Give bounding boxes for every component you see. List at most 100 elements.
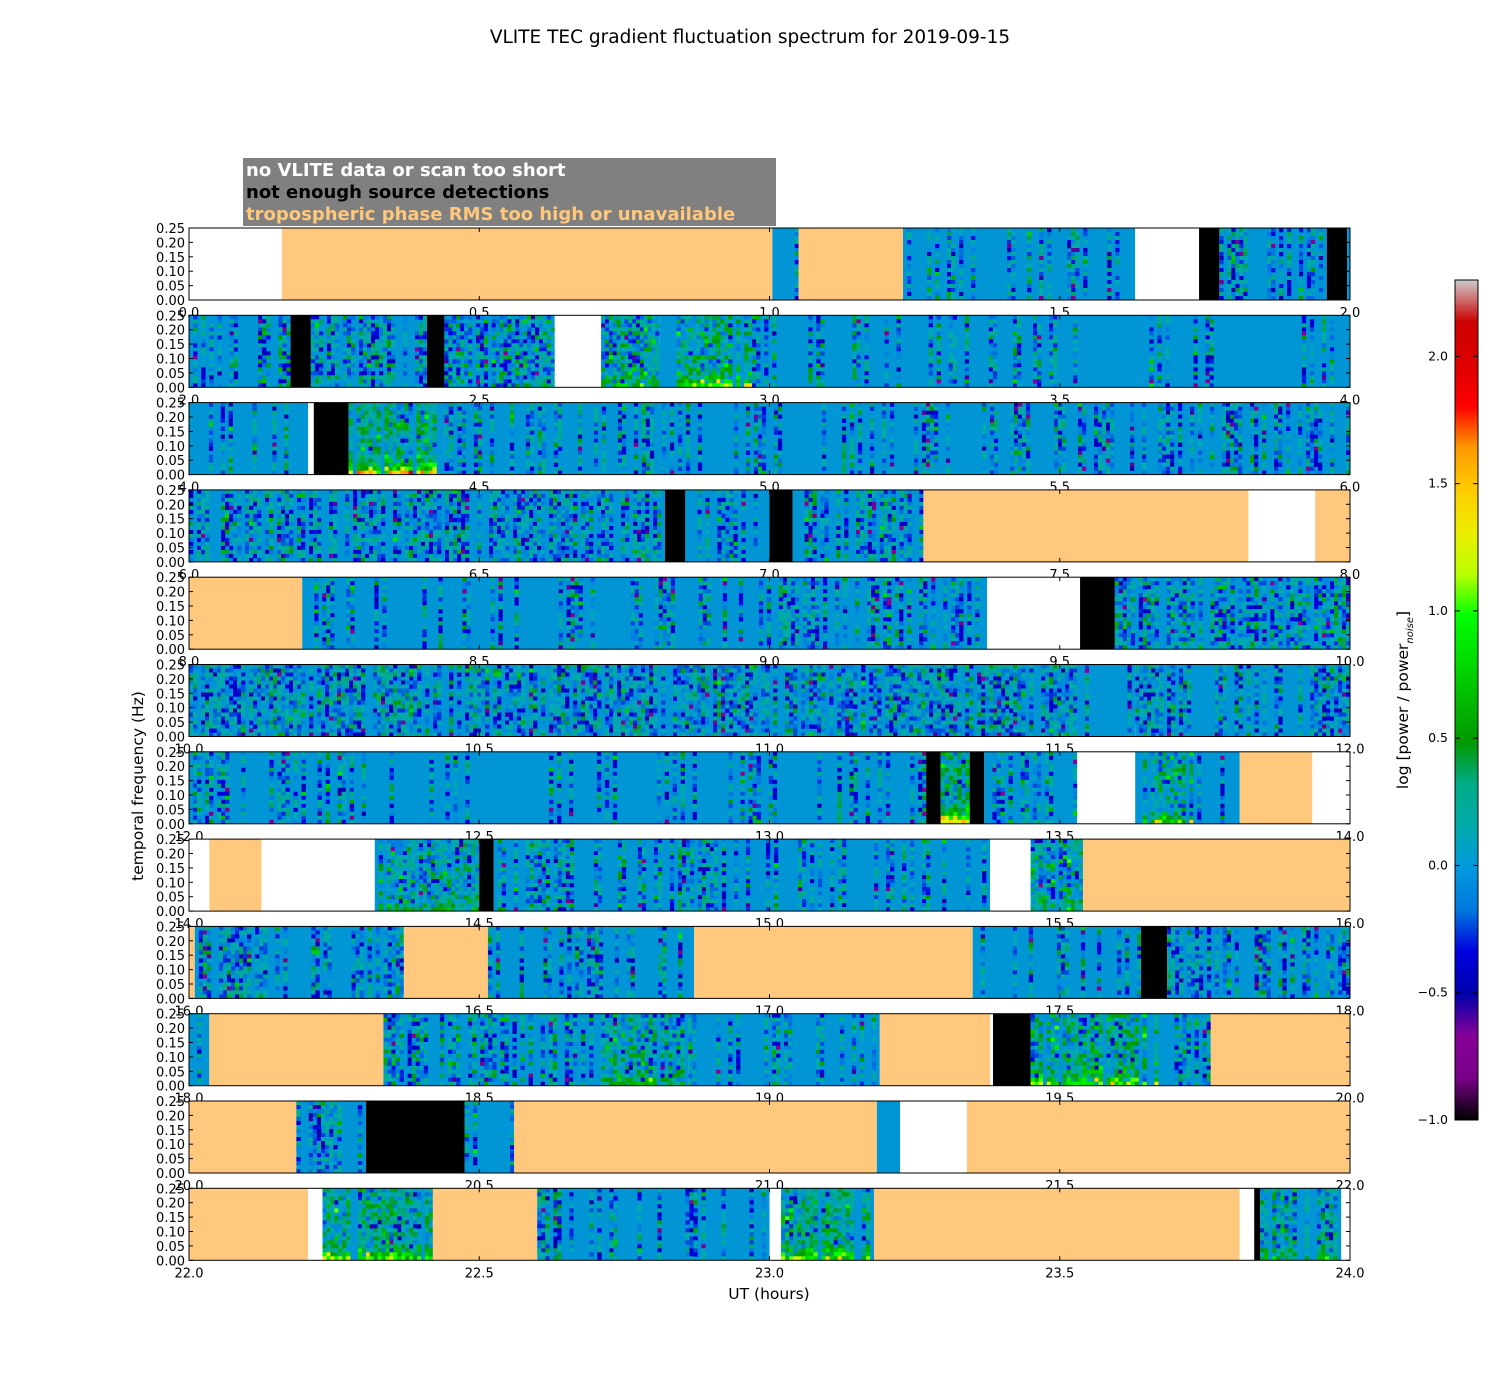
- segment-data: [1077, 664, 1136, 737]
- y-tick-label: 0.25: [156, 920, 185, 935]
- segment-data: [740, 751, 927, 824]
- y-tick-label: 0.05: [156, 803, 185, 818]
- x-tick-label: 23.5: [1045, 1266, 1074, 1281]
- segment-none: [769, 1188, 782, 1261]
- y-tick-label: 0.10: [156, 964, 185, 979]
- y-tick-label: 0.20: [156, 848, 185, 863]
- segment-data: [676, 315, 753, 388]
- segment-none: [308, 1188, 323, 1261]
- segment-data: [1260, 1188, 1342, 1261]
- segment-data: [792, 489, 924, 562]
- segment-black: [366, 1101, 465, 1173]
- segment-data: [772, 228, 799, 300]
- segment-tropo: [966, 1101, 1350, 1173]
- segment-data: [189, 489, 666, 562]
- segment-none: [990, 839, 1031, 912]
- segment-data: [781, 1188, 874, 1261]
- y-tick-label: 0.20: [156, 1109, 185, 1124]
- segment-data: [493, 839, 991, 912]
- segment-tropo: [694, 926, 973, 999]
- segment-data: [302, 577, 988, 650]
- segment-data: [601, 1013, 689, 1086]
- y-tick-label: 0.10: [156, 614, 185, 629]
- segment-black: [1254, 1188, 1261, 1261]
- segment-tropo: [189, 577, 303, 650]
- segment-data: [374, 839, 480, 912]
- segment-data: [383, 1013, 602, 1086]
- segment-data: [1193, 751, 1240, 824]
- segment-data: [189, 402, 309, 475]
- segment-tropo: [403, 926, 488, 999]
- y-tick-label: 0.10: [156, 1138, 185, 1153]
- segment-tropo: [879, 1013, 991, 1086]
- segment-data: [189, 315, 291, 388]
- colorbar-tick-label: −0.5: [1418, 985, 1448, 1000]
- x-tick-label: 24.0: [1336, 1266, 1365, 1281]
- segment-tropo: [281, 228, 773, 300]
- chart-title: VLITE TEC gradient fluctuation spectrum …: [490, 27, 1010, 48]
- segment-data: [1347, 228, 1350, 300]
- x-tick-label: 22.5: [465, 1266, 494, 1281]
- segment-data: [1158, 1013, 1211, 1086]
- y-tick-label: 0.25: [156, 746, 185, 761]
- segment-black: [290, 315, 311, 388]
- y-tick-label: 0.05: [156, 1153, 185, 1168]
- y-axis-label: temporal frequency (Hz): [129, 691, 147, 881]
- segment-data: [1030, 839, 1084, 912]
- y-tick-label: 0.15: [156, 687, 185, 702]
- segment-none: [308, 402, 314, 475]
- panel-row-2: 0.000.050.100.150.200.254.0 4.5 5.0 5.5 6.0: [156, 397, 1360, 496]
- segment-none: [1239, 1188, 1255, 1261]
- segment-none: [189, 839, 210, 912]
- y-tick-label: 0.15: [156, 338, 185, 353]
- segment-tropo: [209, 839, 262, 912]
- y-tick-label: 0.00: [156, 818, 185, 833]
- segment-black: [926, 751, 941, 824]
- y-tick-label: 0.25: [156, 833, 185, 848]
- panel-row-11: 0.000.050.100.150.200.25 22.0 22.5 23.0 23.5…: [156, 1182, 1364, 1281]
- y-tick-label: 0.15: [156, 1211, 185, 1226]
- y-tick-label: 0.10: [156, 440, 185, 455]
- segment-data: [487, 926, 695, 999]
- y-tick-label: 0.25: [156, 222, 185, 237]
- colorbar-tick-label: 1.5: [1428, 476, 1448, 491]
- y-tick-label: 0.25: [156, 309, 185, 324]
- segment-none: [1312, 751, 1350, 824]
- y-tick-label: 0.00: [156, 294, 185, 309]
- y-tick-label: 0.15: [156, 600, 185, 615]
- y-tick-label: 0.10: [156, 1226, 185, 1241]
- y-tick-label: 0.25: [156, 397, 185, 412]
- y-tick-label: 0.00: [156, 1167, 185, 1182]
- segment-data: [194, 926, 405, 999]
- segment-black: [1141, 926, 1168, 999]
- y-tick-label: 0.20: [156, 236, 185, 251]
- y-tick-label: 0.05: [156, 542, 185, 557]
- segment-none: [987, 577, 1081, 650]
- segment-data: [1114, 577, 1350, 650]
- colorbar-tick-label: 2.0: [1428, 348, 1448, 363]
- segment-data: [296, 1101, 367, 1173]
- segment-data: [310, 315, 428, 388]
- segment-data: [752, 315, 1350, 388]
- segment-tropo: [1210, 1013, 1350, 1086]
- segment-tropo: [209, 1013, 384, 1086]
- segment-data: [464, 1101, 515, 1173]
- y-tick-label: 0.10: [156, 527, 185, 542]
- segment-tropo: [1239, 751, 1313, 824]
- segment-data: [444, 402, 463, 475]
- segment-tropo: [432, 1188, 538, 1261]
- y-tick-label: 0.05: [156, 716, 185, 731]
- y-tick-label: 0.15: [156, 513, 185, 528]
- y-tick-label: 0.00: [156, 643, 185, 658]
- y-tick-label: 0.00: [156, 731, 185, 746]
- segment-data: [601, 315, 660, 388]
- y-tick-label: 0.20: [156, 411, 185, 426]
- y-tick-label: 0.20: [156, 1197, 185, 1212]
- y-tick-label: 0.05: [156, 978, 185, 993]
- segment-none: [261, 839, 375, 912]
- segment-none: [1135, 228, 1200, 300]
- panel-row-4: 0.000.050.100.150.200.258.0 8.5 9.0 9.5 10.0: [156, 571, 1364, 670]
